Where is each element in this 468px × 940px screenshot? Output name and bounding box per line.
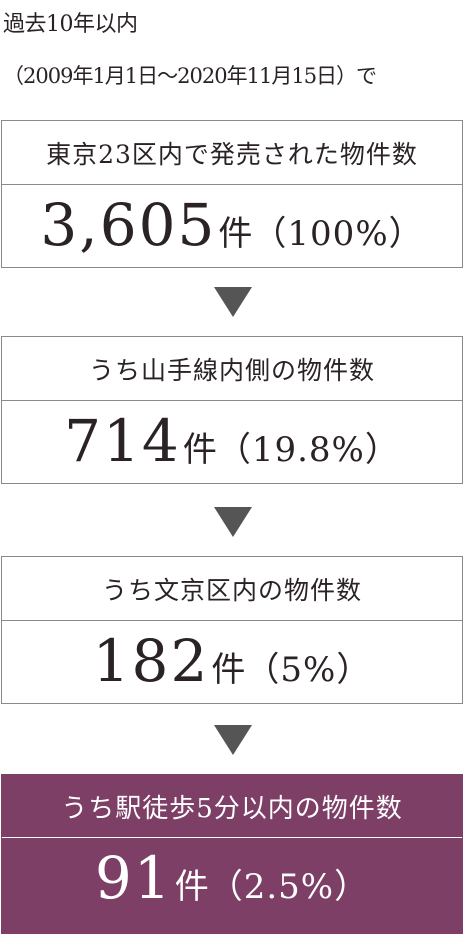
funnel-box-label: うち山手線内側の物件数 xyxy=(2,337,462,401)
funnel-box-bunkyo-ward: うち文京区内の物件数 182 件 （5%） xyxy=(1,556,463,704)
funnel-box-value: 714 件 （19.8%） xyxy=(2,401,462,485)
intro-date-range: （2009年1月1日～2020年11月15日）で xyxy=(3,64,377,88)
count-value: 3,605 xyxy=(40,191,217,259)
count-value: 714 xyxy=(64,407,181,475)
percent-value: （100%） xyxy=(252,214,424,254)
count-unit: 件 xyxy=(182,430,217,470)
count-value: 182 xyxy=(92,627,210,695)
intro-period-heading: 過去10年以内 xyxy=(3,12,138,37)
funnel-box-label: うち文京区内の物件数 xyxy=(2,557,462,621)
down-triangle-icon xyxy=(214,725,252,755)
percent-value: （2.5%） xyxy=(208,867,370,907)
funnel-box-label: 東京23区内で発売された物件数 xyxy=(2,121,462,185)
funnel-box-value: 3,605 件 （100%） xyxy=(2,185,462,269)
percent-value: （5%） xyxy=(245,650,372,690)
percent-value: （19.8%） xyxy=(216,430,400,470)
count-unit: 件 xyxy=(174,867,209,907)
funnel-box-station-5min: うち駅徒歩5分以内の物件数 91 件 （2.5%） xyxy=(1,774,463,934)
down-triangle-icon xyxy=(214,287,252,317)
funnel-box-yamanote-inside: うち山手線内側の物件数 714 件 （19.8%） xyxy=(1,336,463,484)
count-value: 91 xyxy=(94,844,173,912)
funnel-box-tokyo-23-wards: 東京23区内で発売された物件数 3,605 件 （100%） xyxy=(1,120,463,268)
count-unit: 件 xyxy=(218,214,253,254)
count-unit: 件 xyxy=(211,650,246,690)
down-triangle-icon xyxy=(214,507,252,537)
funnel-box-label: うち駅徒歩5分以内の物件数 xyxy=(2,775,462,838)
funnel-box-value: 182 件 （5%） xyxy=(2,621,462,705)
funnel-box-value: 91 件 （2.5%） xyxy=(2,838,462,934)
